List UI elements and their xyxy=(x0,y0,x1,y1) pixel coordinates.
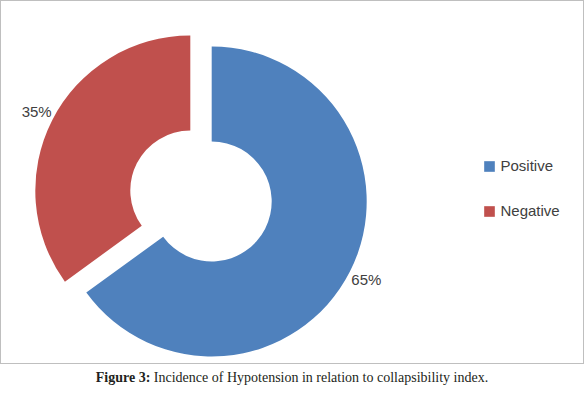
svg-text:Positive: Positive xyxy=(501,157,554,174)
html-text:Figure 3: Incidence of Hypoten: Figure 3: Incidence of Hypotension in re… xyxy=(95,370,489,385)
svg-text:Negative: Negative xyxy=(501,202,560,219)
svg-text:35%: 35% xyxy=(22,103,52,120)
svg-text:65%: 65% xyxy=(351,271,381,288)
